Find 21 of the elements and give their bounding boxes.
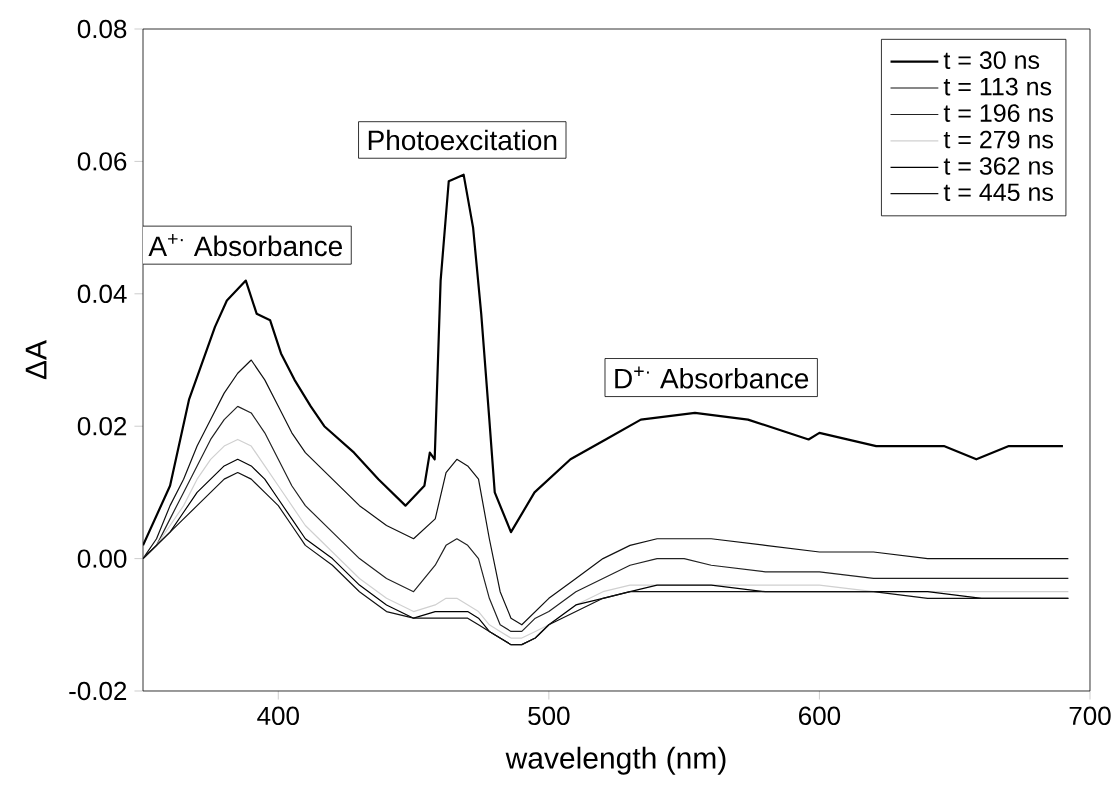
legend-label: t = 196 ns	[943, 104, 1054, 122]
annotation: D$^{+·}$ Absorbance	[615, 366, 809, 389]
x-axis-title: wavelength (nm)	[505, 746, 726, 775]
y-tick-label: 0.06	[77, 152, 127, 171]
x-tick-label: 500	[528, 706, 570, 726]
legend-label: t = 362 ns	[943, 157, 1054, 175]
legend-label: t = 30 ns	[943, 51, 1040, 70]
y-tick-label: 0.02	[77, 416, 127, 436]
y-tick-label: 0.08	[77, 19, 127, 39]
annotation: Photoexcitation	[368, 129, 557, 151]
y-tick-label: 0.04	[77, 284, 127, 304]
legend-label: t = 113 ns	[943, 77, 1052, 96]
x-tick-label: 400	[257, 706, 299, 726]
y-tick-label: -0.02	[69, 681, 127, 701]
legend-label: t = 445 ns	[943, 183, 1054, 202]
x-tick-label: 700	[1069, 706, 1111, 726]
y-tick-label: 0.00	[77, 549, 127, 568]
annotation: A$^{+·}$ Absorbance	[148, 234, 342, 257]
legend-label: t = 279 ns	[943, 130, 1054, 149]
x-tick-label: 600	[799, 706, 841, 726]
y-axis-title: ΔA	[25, 340, 47, 380]
